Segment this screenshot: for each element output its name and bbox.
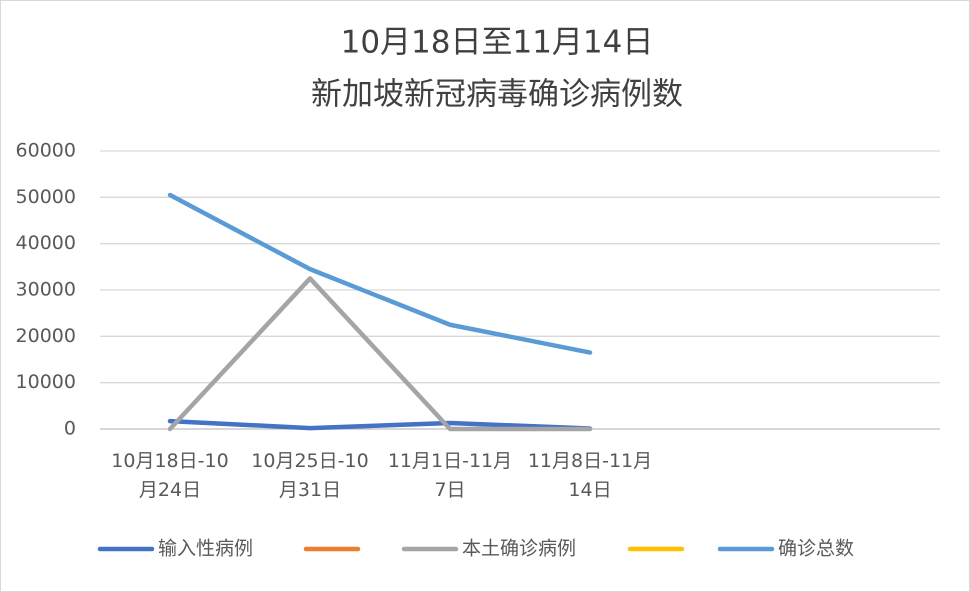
y-tick-label: 20000 bbox=[16, 325, 76, 347]
x-tick-label: 10月18日-10月24日 bbox=[111, 450, 229, 501]
y-tick-label: 50000 bbox=[16, 186, 76, 208]
legend-label: 输入性病例 bbox=[158, 538, 253, 560]
series-line bbox=[167, 418, 593, 431]
y-tick-label: 0 bbox=[64, 418, 76, 440]
y-tick-label: 30000 bbox=[16, 279, 76, 301]
legend-label: 本土确诊病例 bbox=[462, 538, 576, 560]
x-tick-label: 10月25日-10月31日 bbox=[251, 450, 369, 501]
chart-title: 新加坡新冠病毒确诊病例数 bbox=[311, 77, 683, 113]
series-line bbox=[167, 192, 593, 355]
y-tick-label: 60000 bbox=[16, 140, 76, 162]
y-tick-label: 40000 bbox=[16, 232, 76, 254]
x-tick-label: 11月8日-11月14日 bbox=[527, 450, 653, 501]
y-tick-label: 10000 bbox=[16, 371, 76, 393]
chart-title: 10月18日至11月14日 bbox=[341, 25, 654, 61]
x-tick-label: 11月1日-11月7日 bbox=[387, 450, 513, 501]
series-line bbox=[167, 276, 593, 432]
legend-label: 确诊总数 bbox=[778, 538, 854, 560]
